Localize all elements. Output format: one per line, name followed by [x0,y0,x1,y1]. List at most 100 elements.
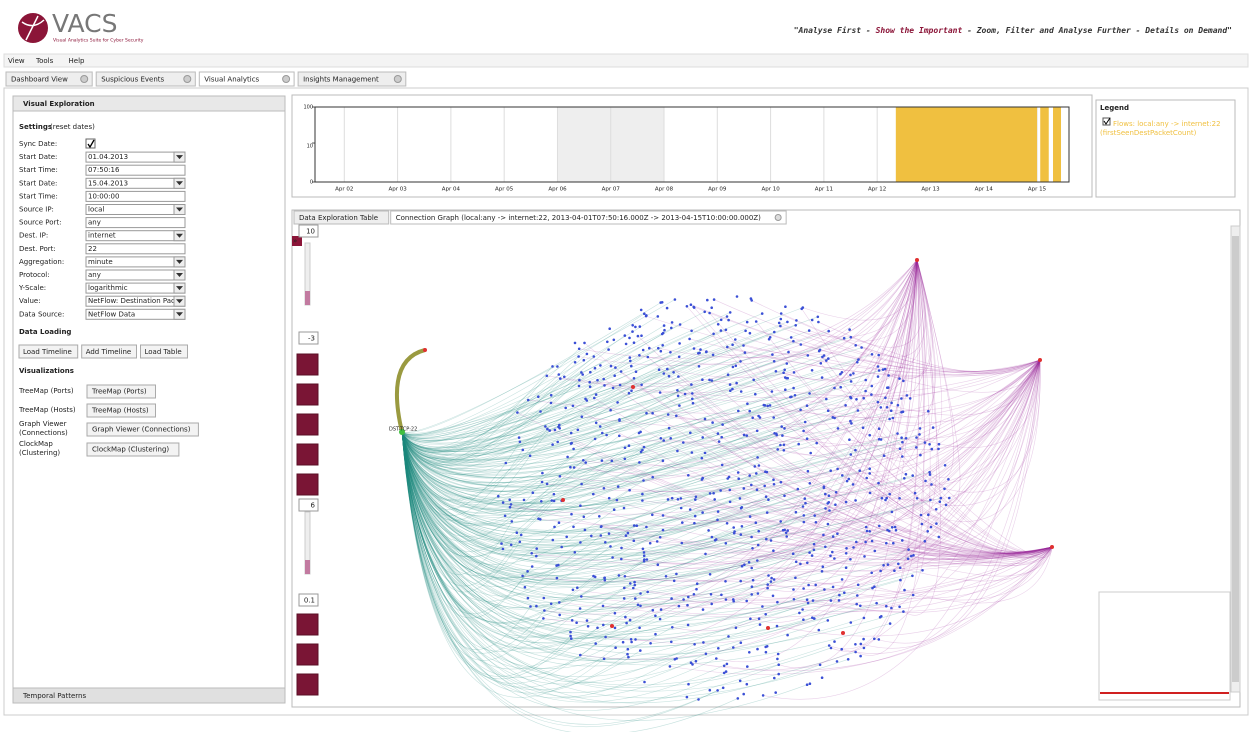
menu-item[interactable]: Tools [35,57,54,65]
node [664,575,668,578]
edge [806,405,1053,555]
tab-close[interactable] [393,75,402,83]
edge [401,431,631,630]
edge [401,431,594,623]
tab[interactable] [198,71,295,87]
tab[interactable] [5,71,93,87]
text-input[interactable] [85,217,186,229]
tool-button[interactable] [296,443,319,466]
tool-button[interactable] [296,473,319,496]
node [748,651,751,654]
node [564,406,567,410]
node [807,329,811,332]
edge [401,431,528,619]
edge [612,359,1041,564]
node [675,414,678,418]
node [856,583,860,587]
node [764,650,768,654]
node [824,545,827,549]
node [745,599,748,603]
button[interactable] [81,344,137,359]
edge [401,431,756,576]
edge [401,431,867,580]
tab-close[interactable] [774,214,782,221]
edge [401,431,931,557]
node-hub [561,498,565,502]
edge [661,359,1041,615]
node [583,528,587,532]
reset-link[interactable]: (reset dates) [50,123,95,131]
text-input[interactable] [85,164,186,176]
menu-item[interactable]: Help [69,57,86,65]
text-input[interactable] [85,243,186,255]
edge [693,259,918,359]
edge [401,431,868,583]
node [627,655,630,659]
menu-item[interactable]: View [8,57,25,65]
tab-close[interactable] [80,75,89,83]
node [672,579,676,583]
tab[interactable] [95,71,196,87]
node [727,635,730,638]
button[interactable] [86,403,156,418]
field-value: minute [88,258,113,266]
number-input[interactable] [298,593,319,607]
edge [916,259,954,478]
text-input[interactable] [85,190,186,202]
panel-footer[interactable] [12,687,286,704]
number-input[interactable] [298,224,319,238]
edge [401,361,858,456]
collapse-button[interactable] [292,236,302,246]
tool-button[interactable] [296,383,319,406]
edge [589,359,1041,399]
node [624,534,628,537]
edge [401,431,545,654]
x-tick-label: Apr 13 [921,187,940,193]
tool-button[interactable] [296,353,319,376]
edge [401,299,676,433]
number-input[interactable] [298,331,319,345]
subtab[interactable] [390,210,787,225]
edge [716,359,1041,546]
field-label: Value: [19,297,41,305]
tool-button[interactable] [296,673,319,696]
number-input[interactable] [298,498,319,512]
tool-button[interactable] [296,613,319,636]
node [728,488,732,492]
node [655,540,659,543]
node [711,353,715,357]
subtab[interactable] [293,210,390,225]
button[interactable] [140,344,188,359]
edge [401,431,804,562]
node [849,335,853,339]
node [856,409,860,412]
node [911,574,914,578]
tagline-part: - Zoom, Filter and Analyse Further - Det… [962,25,1232,35]
tool-button[interactable] [296,413,319,436]
node [628,488,631,492]
node [739,579,742,583]
field-label: Dest. Port: [19,245,56,253]
tab-close[interactable] [282,75,291,83]
tab-close[interactable] [183,75,192,83]
legend-checkbox[interactable] [1102,117,1111,126]
node [603,576,606,580]
edge [401,431,752,639]
subtab-label: Data Exploration Table [299,214,378,222]
edge [869,473,1053,558]
arrow [176,273,183,277]
node [761,694,765,697]
button[interactable] [86,384,156,399]
node [592,492,595,496]
field-label: Source Port: [19,219,62,227]
node [713,539,717,542]
edge [401,385,872,471]
button[interactable] [86,442,180,457]
button[interactable] [86,422,199,437]
edge [778,259,918,669]
tool-button[interactable] [296,643,319,666]
tab[interactable] [297,71,407,87]
edge [401,431,877,647]
checkbox[interactable] [85,138,96,149]
button[interactable] [18,344,79,359]
